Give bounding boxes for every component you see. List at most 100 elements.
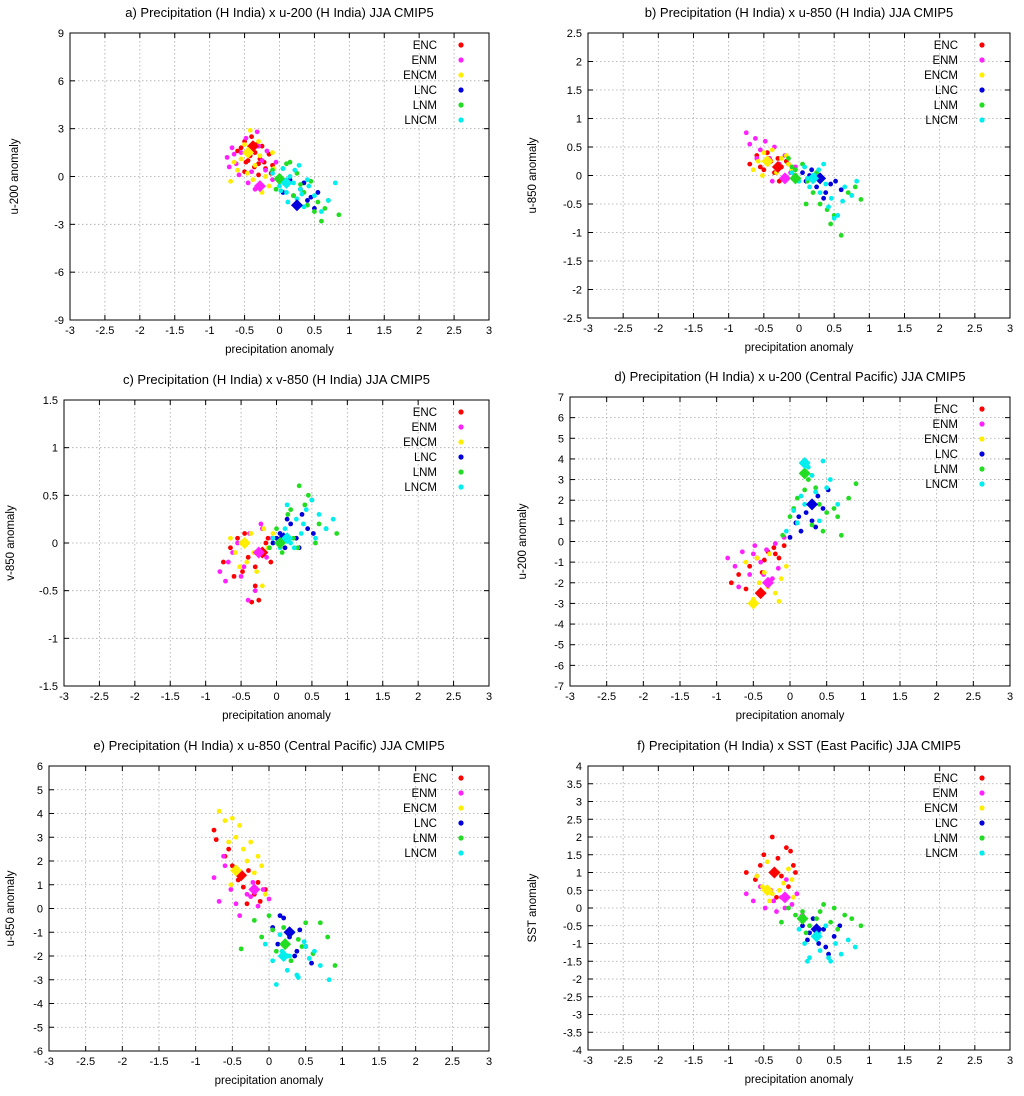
data-point-enm <box>747 141 753 147</box>
x-tick-label: 0.5 <box>819 691 834 703</box>
data-point-lncm <box>823 181 829 187</box>
y-axis-label: u-200 anomaly <box>517 503 529 579</box>
data-point-lncm <box>835 213 841 218</box>
data-point-enc <box>211 827 217 833</box>
data-point-lnm <box>821 902 827 907</box>
y-tick-label: 1 <box>37 880 43 892</box>
data-point-lncm <box>845 937 851 943</box>
data-point-enc <box>776 555 782 561</box>
series-enm <box>725 534 787 590</box>
x-tick-label: 2 <box>937 1055 943 1067</box>
plot-frame <box>48 765 490 1052</box>
series-lnc <box>800 916 843 957</box>
y-tick-label: 1.5 <box>43 395 58 407</box>
legend-marker-lnc <box>458 87 464 93</box>
series-enc <box>220 531 274 605</box>
data-point-enm <box>216 898 222 904</box>
legend-marker-encm <box>979 72 985 78</box>
data-point-lnm <box>835 514 841 520</box>
data-point-lncm <box>842 184 848 190</box>
x-tick-label: -1.5 <box>161 691 180 703</box>
data-point-encm <box>247 127 253 133</box>
data-point-enm <box>254 129 260 135</box>
data-point-lncm <box>824 485 830 491</box>
data-point-lncm <box>820 458 826 464</box>
data-point-lnc <box>837 923 843 929</box>
data-point-lnc <box>315 190 321 195</box>
y-tick-label: -5 <box>33 1022 43 1034</box>
data-point-lncm <box>292 167 298 173</box>
data-point-enm <box>225 559 231 565</box>
x-tick-label: -3 <box>44 1056 54 1068</box>
data-point-enc <box>736 572 742 577</box>
data-point-enc <box>242 531 248 536</box>
data-point-lncm <box>835 501 841 507</box>
data-point-lncm <box>284 967 290 973</box>
mean-marker-lnc <box>814 172 827 185</box>
data-point-encm <box>254 569 260 574</box>
data-point-encm <box>761 150 767 156</box>
data-point-lncm <box>303 944 309 949</box>
data-point-enm <box>772 541 778 546</box>
legend-label-lncm: LNCM <box>925 848 958 860</box>
x-tick-label: 0 <box>266 1056 272 1068</box>
series-lncm <box>796 923 858 964</box>
legend-label-lnc: LNC <box>935 818 958 830</box>
data-point-lnc <box>809 518 815 524</box>
y-tick-label: 3 <box>58 124 64 136</box>
data-point-enc <box>252 583 258 589</box>
data-point-lnm <box>817 201 823 207</box>
x-tick-label: -3 <box>59 691 69 703</box>
y-tick-label: 7 <box>558 392 564 404</box>
y-tick-label: 3.5 <box>567 779 582 791</box>
x-tick-label: -2.5 <box>76 1056 95 1068</box>
data-point-enc <box>776 178 782 184</box>
plot-frame <box>587 765 1011 1051</box>
data-point-lncm <box>291 180 296 186</box>
data-point-lnm <box>828 221 834 227</box>
x-tick-label: 1.5 <box>371 1056 386 1068</box>
legend-marker-lnm <box>979 102 985 108</box>
data-point-lncm <box>301 204 307 210</box>
legend-marker-enm <box>458 57 464 63</box>
x-tick-label: -2.5 <box>614 323 633 335</box>
mean-marker-enm <box>248 883 261 896</box>
data-point-lncm <box>840 198 846 204</box>
data-point-lnm <box>325 934 331 940</box>
data-point-encm <box>263 174 268 179</box>
mean-marker-lnm <box>796 912 809 925</box>
data-point-lncm <box>291 545 297 551</box>
data-point-lnm <box>805 477 811 482</box>
data-point-lnc <box>813 524 819 530</box>
legend-marker-enm <box>458 790 464 796</box>
data-point-lnm <box>298 182 303 187</box>
data-point-lncm <box>783 528 789 534</box>
data-point-enc <box>775 855 781 861</box>
series-enc <box>235 134 275 178</box>
x-tick-label: 0.5 <box>827 1055 842 1067</box>
x-tick-label: -0.5 <box>232 691 251 703</box>
data-point-encm <box>754 873 760 879</box>
panel-title: b) Precipitation (H India) x u-850 (H In… <box>645 5 954 20</box>
x-axis-label: precipitation anomaly <box>222 710 331 722</box>
data-point-lnm <box>845 190 851 196</box>
x-tick-label: 2.5 <box>446 691 461 703</box>
data-point-lnm <box>270 927 276 933</box>
series-lncm <box>270 162 338 214</box>
data-point-lncm <box>280 166 286 171</box>
data-point-lncm <box>833 941 838 946</box>
data-point-encm <box>229 815 235 821</box>
panel-title: c) Precipitation (H India) x v-850 (H In… <box>123 372 430 387</box>
data-point-lnm <box>288 507 294 513</box>
legend-label-lncm: LNCM <box>404 482 437 494</box>
data-point-lnm <box>794 495 800 501</box>
x-tick-label: -2 <box>135 325 145 337</box>
data-point-enc <box>246 868 251 873</box>
legend-label-lnm: LNM <box>934 833 958 845</box>
data-point-lncm <box>807 184 812 190</box>
y-tick-label: -4 <box>554 619 564 631</box>
x-tick-label: 3 <box>1007 1055 1013 1067</box>
x-tick-label: -2 <box>130 691 140 703</box>
data-point-enm <box>235 540 240 546</box>
data-point-lncm <box>303 507 309 513</box>
